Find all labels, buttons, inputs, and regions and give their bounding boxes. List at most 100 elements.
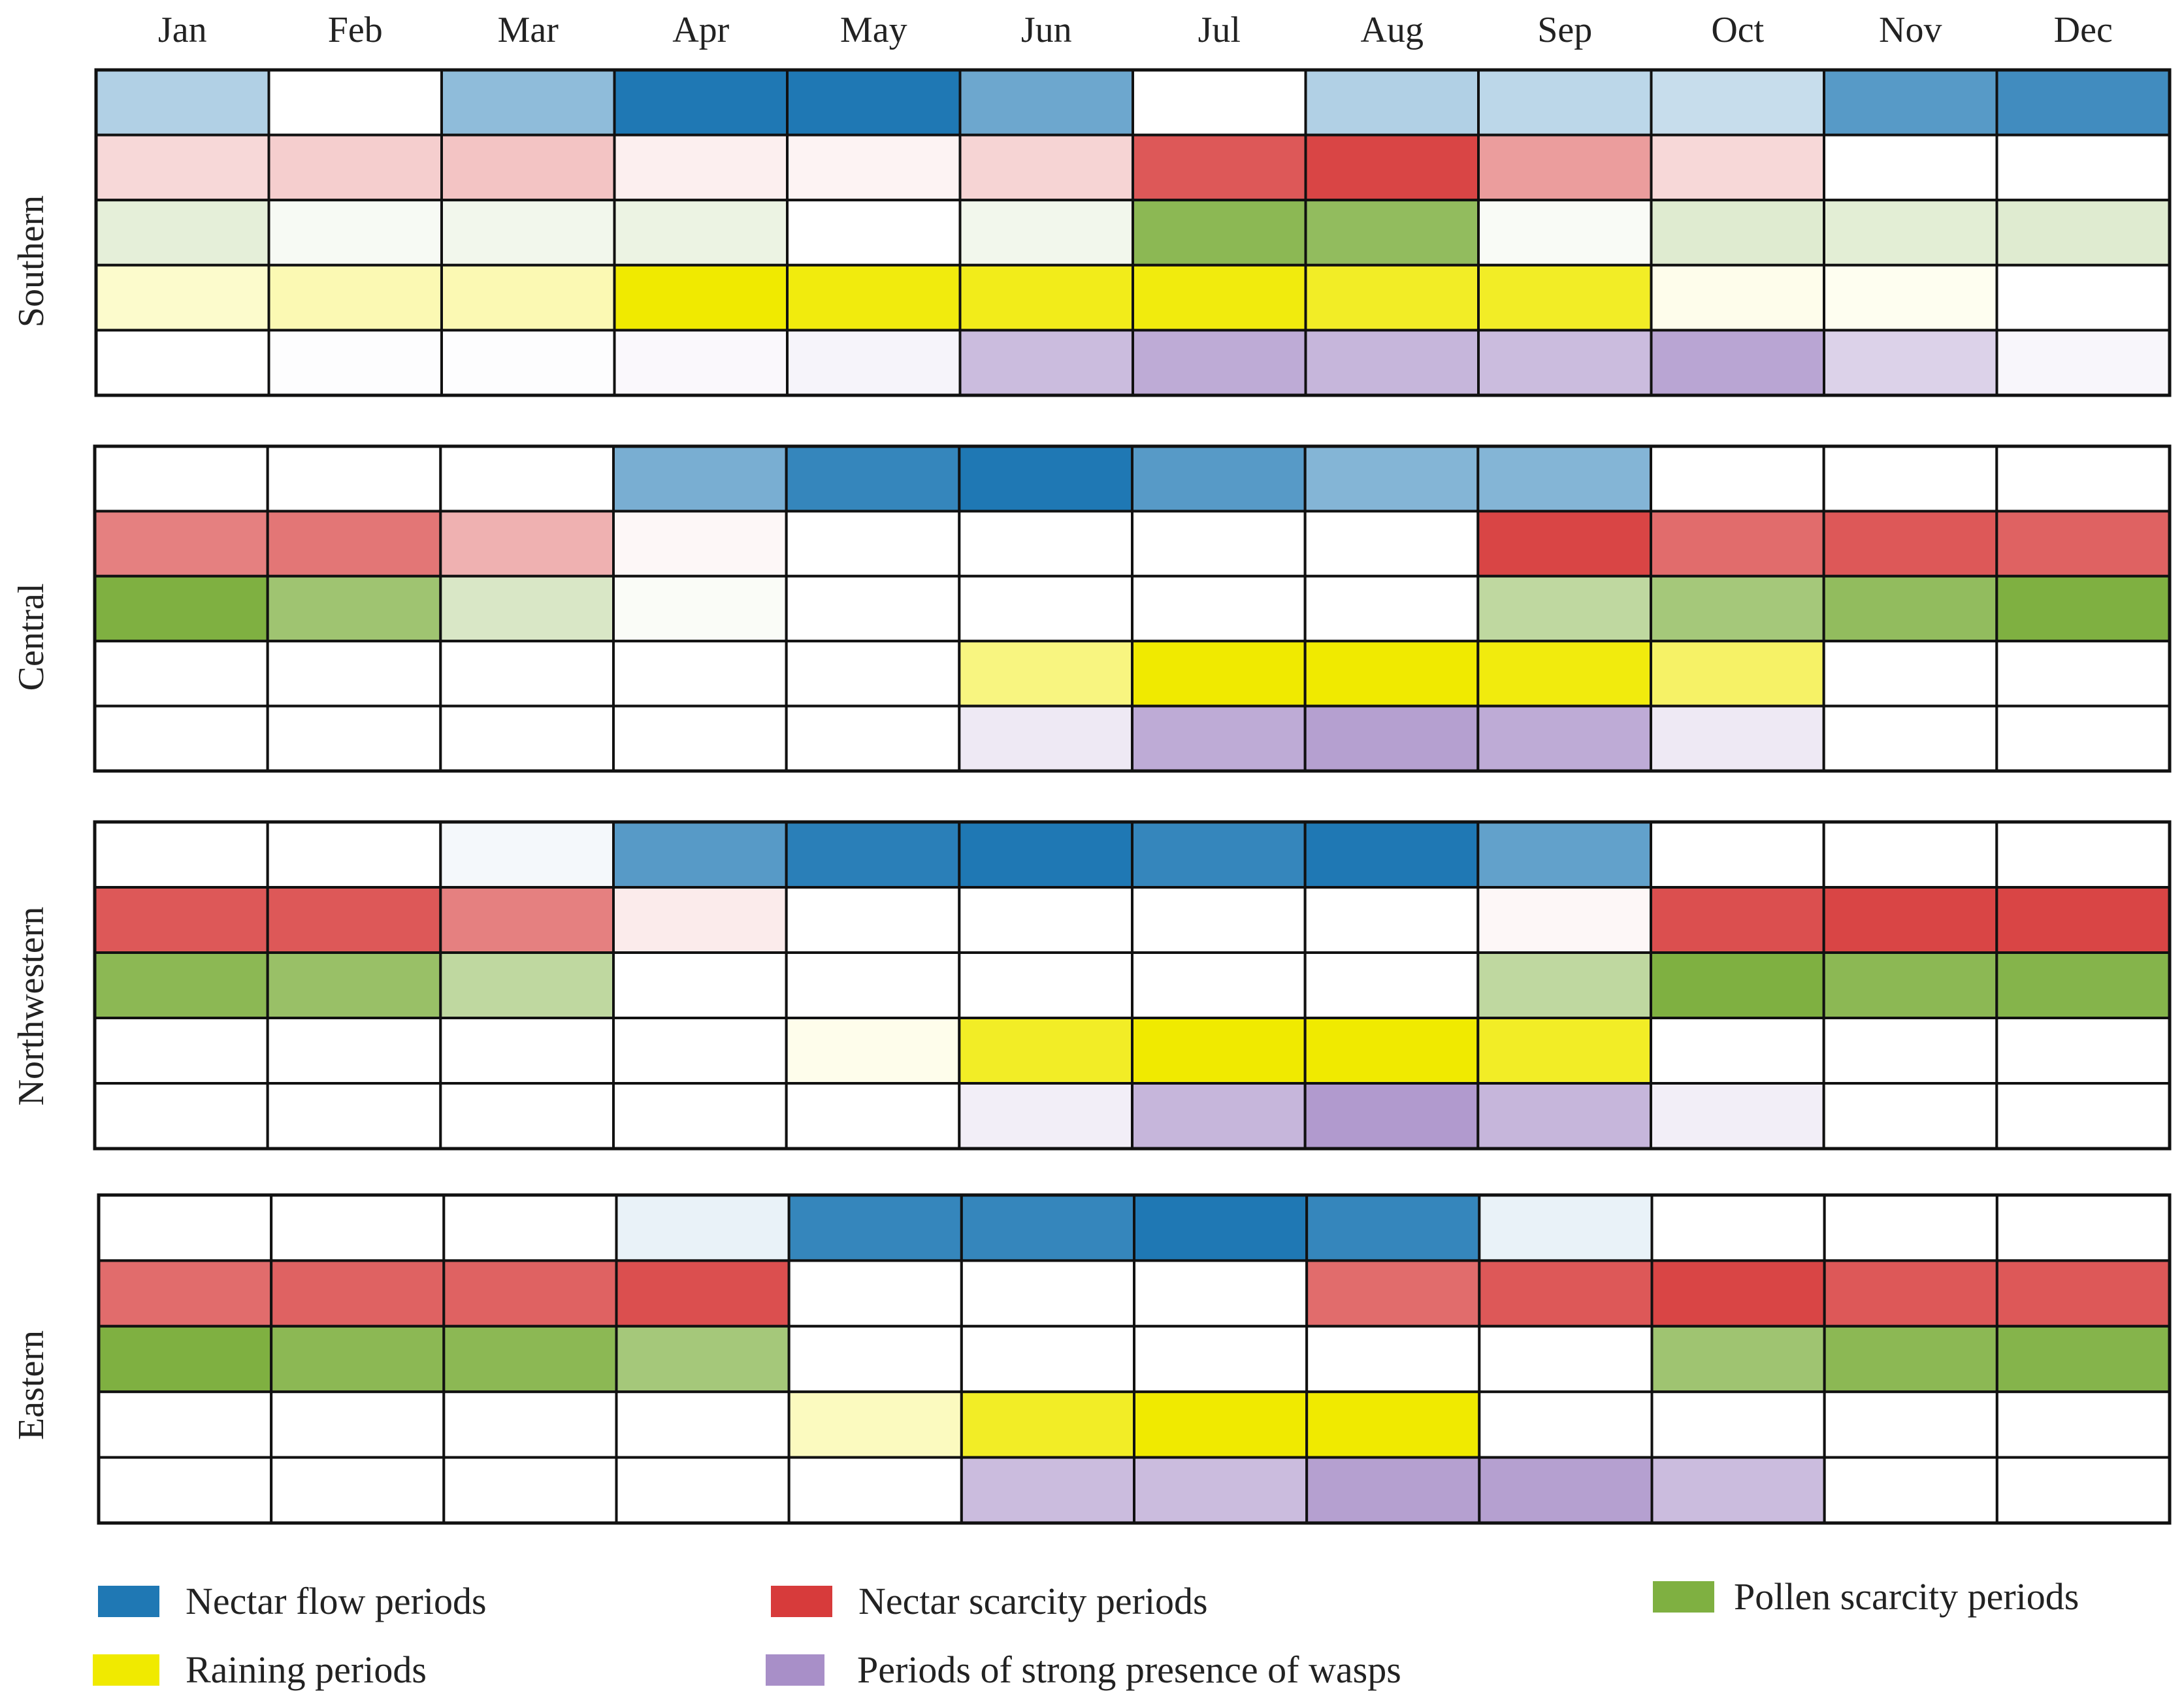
cell-northwestern-raining-apr — [612, 1017, 788, 1085]
cell-southern-nectar-scarcity-aug — [1304, 133, 1480, 202]
cell-northwestern-wasps-mar — [439, 1082, 615, 1150]
cell-eastern-wasps-apr — [615, 1456, 790, 1525]
cell-eastern-nectar-scarcity-dec — [1995, 1259, 2171, 1328]
cell-eastern-wasps-jul — [1133, 1456, 1309, 1525]
month-label-may: May — [840, 10, 907, 50]
cell-eastern-wasps-dec — [1995, 1456, 2171, 1525]
region-panel-eastern: Eastern — [11, 1193, 2172, 1525]
cell-southern-nectar-flow-jun — [958, 69, 1134, 137]
cell-central-pollen-scarcity-jan — [93, 574, 269, 643]
cell-southern-pollen-scarcity-jan — [95, 199, 270, 267]
cell-eastern-pollen-scarcity-aug — [1305, 1324, 1481, 1394]
cell-eastern-raining-apr — [615, 1390, 790, 1459]
cell-southern-wasps-jun — [958, 329, 1134, 397]
cell-southern-pollen-scarcity-jun — [958, 199, 1134, 267]
region-label-northwestern: Northwestern — [11, 907, 52, 1106]
cell-eastern-raining-may — [787, 1390, 963, 1459]
cell-southern-raining-oct — [1650, 263, 1825, 332]
cell-eastern-nectar-scarcity-jun — [960, 1259, 1136, 1328]
cell-eastern-wasps-may — [787, 1456, 963, 1525]
cell-central-raining-mar — [439, 640, 615, 708]
cell-eastern-nectar-flow-sep — [1478, 1194, 1654, 1262]
cell-central-nectar-flow-apr — [612, 445, 788, 513]
cell-eastern-wasps-aug — [1305, 1456, 1481, 1525]
cell-central-nectar-flow-aug — [1303, 445, 1480, 513]
cell-southern-nectar-scarcity-jul — [1132, 133, 1307, 202]
cell-central-nectar-flow-jan — [93, 445, 269, 513]
cell-eastern-raining-mar — [442, 1390, 618, 1459]
cell-central-nectar-flow-may — [785, 445, 961, 513]
cell-northwestern-raining-nov — [1822, 1017, 1998, 1085]
cell-central-nectar-flow-jun — [958, 445, 1134, 513]
region-panels: Southern Central Northwestern Eastern — [11, 68, 2172, 1525]
cell-central-nectar-scarcity-may — [785, 510, 961, 578]
region-panel-central: Central — [11, 444, 2172, 773]
month-label-jan: Jan — [158, 10, 207, 50]
cell-eastern-raining-sep — [1478, 1390, 1654, 1459]
cell-southern-nectar-scarcity-jan — [95, 133, 270, 202]
panel-border-eastern — [97, 1193, 2172, 1525]
cell-northwestern-pollen-scarcity-aug — [1303, 951, 1480, 1019]
cell-southern-raining-jan — [95, 263, 270, 332]
cell-central-pollen-scarcity-aug — [1303, 574, 1480, 643]
cell-southern-nectar-scarcity-apr — [613, 133, 789, 202]
cell-northwestern-wasps-feb — [266, 1082, 442, 1150]
region-panel-southern: Southern — [11, 68, 2172, 397]
cell-central-wasps-jun — [958, 704, 1134, 772]
cell-northwestern-nectar-scarcity-oct — [1650, 886, 1825, 954]
cell-southern-nectar-flow-jul — [1132, 69, 1307, 137]
cell-central-pollen-scarcity-may — [785, 574, 961, 643]
cell-eastern-nectar-flow-apr — [615, 1194, 790, 1262]
cell-eastern-pollen-scarcity-apr — [615, 1324, 790, 1394]
month-label-nov: Nov — [1879, 10, 1942, 50]
month-axis: Jan Feb Mar Apr May Jun Jul Aug Sep Oct Nov Dec — [158, 10, 2113, 50]
cell-central-nectar-flow-mar — [439, 445, 615, 513]
region-panel-northwestern: Northwestern — [11, 820, 2172, 1151]
month-label-jun: Jun — [1021, 10, 1072, 50]
cell-central-raining-aug — [1303, 640, 1480, 708]
cell-southern-raining-jun — [958, 263, 1134, 332]
cell-eastern-nectar-scarcity-sep — [1478, 1259, 1654, 1328]
cell-northwestern-nectar-scarcity-jul — [1131, 886, 1307, 954]
cell-southern-raining-feb — [267, 263, 443, 332]
cell-central-wasps-oct — [1650, 704, 1825, 772]
cell-northwestern-nectar-flow-apr — [612, 821, 788, 889]
cell-northwestern-nectar-flow-dec — [1995, 821, 2171, 889]
cell-central-wasps-mar — [439, 704, 615, 772]
cell-central-nectar-scarcity-aug — [1303, 510, 1480, 578]
cell-northwestern-raining-jan — [93, 1017, 269, 1085]
cell-northwestern-nectar-flow-nov — [1822, 821, 1998, 889]
cell-eastern-raining-aug — [1305, 1390, 1481, 1459]
cell-eastern-pollen-scarcity-feb — [270, 1324, 446, 1394]
cell-central-wasps-jan — [93, 704, 269, 772]
cell-central-raining-jun — [958, 640, 1134, 708]
region-label-central: Central — [11, 583, 52, 691]
cell-eastern-nectar-scarcity-oct — [1650, 1259, 1826, 1328]
cell-central-nectar-flow-oct — [1650, 445, 1825, 513]
cell-central-nectar-flow-sep — [1476, 445, 1652, 513]
cell-eastern-nectar-scarcity-jan — [97, 1259, 273, 1328]
cell-central-pollen-scarcity-apr — [612, 574, 788, 643]
cell-central-nectar-scarcity-jul — [1131, 510, 1307, 578]
cell-eastern-pollen-scarcity-sep — [1478, 1324, 1654, 1394]
cell-southern-nectar-scarcity-nov — [1823, 133, 1998, 202]
cell-central-nectar-scarcity-dec — [1995, 510, 2171, 578]
month-label-jul: Jul — [1198, 10, 1241, 50]
cell-southern-pollen-scarcity-oct — [1650, 199, 1825, 267]
cell-northwestern-wasps-dec — [1995, 1082, 2171, 1150]
cell-southern-pollen-scarcity-jul — [1132, 199, 1307, 267]
cell-northwestern-wasps-apr — [612, 1082, 788, 1150]
cell-northwestern-pollen-scarcity-apr — [612, 951, 788, 1019]
cell-northwestern-pollen-scarcity-sep — [1476, 951, 1652, 1019]
cell-southern-nectar-flow-sep — [1477, 69, 1653, 137]
cell-southern-wasps-oct — [1650, 329, 1825, 397]
cell-northwestern-wasps-jun — [958, 1082, 1134, 1150]
cell-eastern-wasps-sep — [1478, 1456, 1654, 1525]
cell-northwestern-wasps-oct — [1650, 1082, 1825, 1150]
cell-northwestern-nectar-scarcity-may — [785, 886, 961, 954]
cell-southern-wasps-jan — [95, 329, 270, 397]
cell-eastern-wasps-mar — [442, 1456, 618, 1525]
cell-northwestern-nectar-scarcity-nov — [1822, 886, 1998, 954]
cell-central-nectar-scarcity-jun — [958, 510, 1134, 578]
cell-southern-nectar-flow-mar — [440, 69, 616, 137]
